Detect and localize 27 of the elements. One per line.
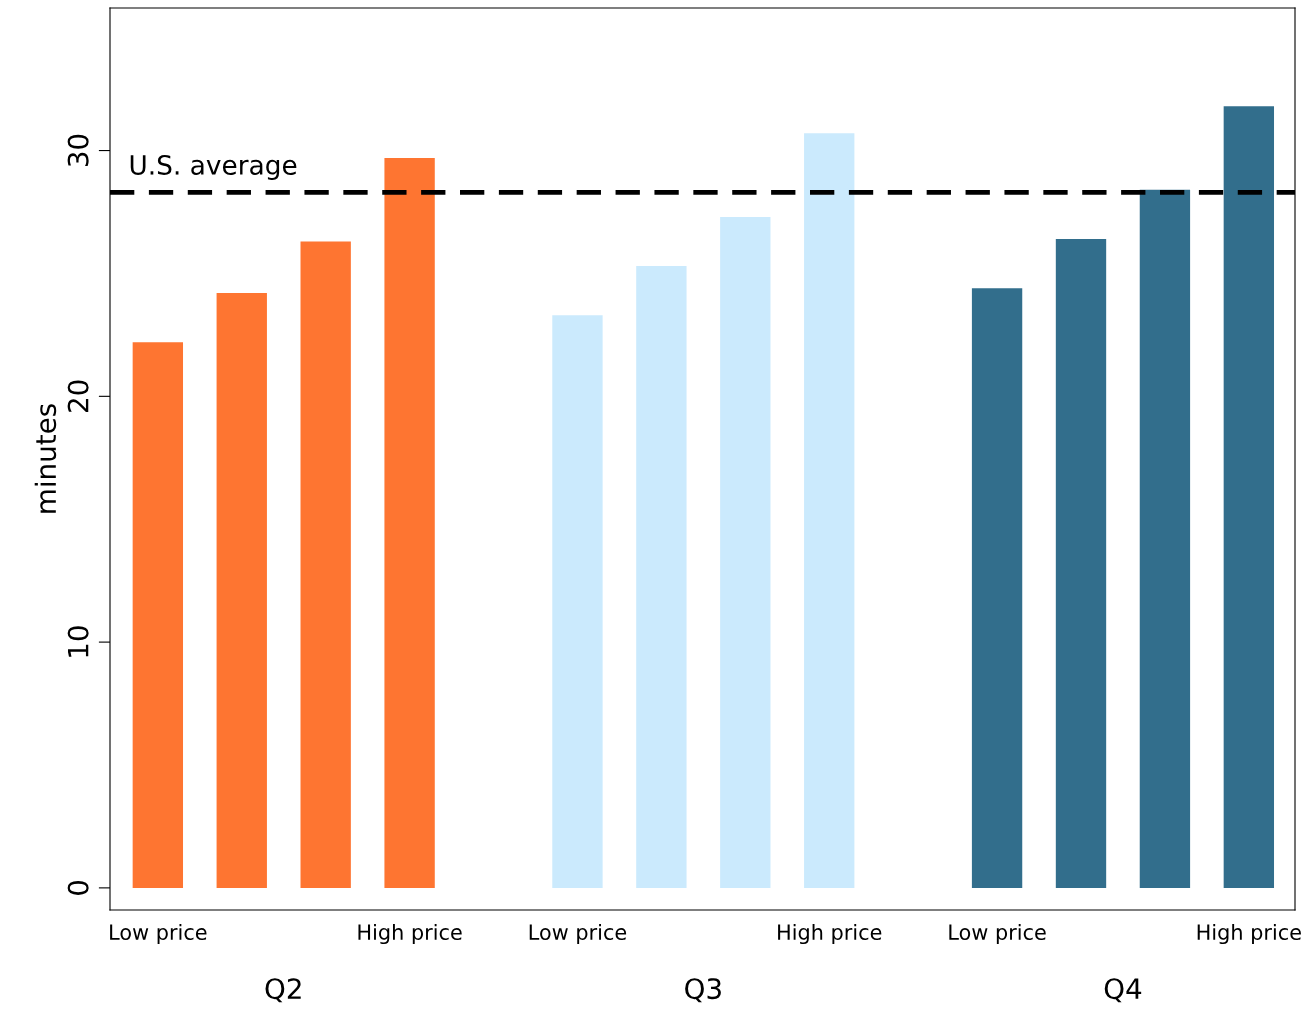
x-tick-label: High price (778, 923, 882, 945)
y-tick-label: 10 (67, 626, 89, 657)
text: Q4 (1104, 978, 1142, 1003)
y-axis-title: minutes (34, 404, 57, 513)
x-tick-label: High price (358, 923, 462, 945)
bar (300, 241, 351, 888)
bar (1139, 189, 1191, 888)
bar (804, 133, 855, 888)
bar (1223, 106, 1275, 888)
bar (216, 293, 267, 888)
bar (1055, 239, 1107, 888)
x-tick-label: High price (1197, 923, 1301, 945)
bar (971, 288, 1023, 888)
bar (384, 157, 435, 888)
bar (552, 315, 603, 888)
x-tick-label: Low price (110, 923, 207, 945)
text: Q2 (265, 978, 301, 1003)
y-tick-label: 0 (67, 880, 89, 895)
bar (132, 342, 184, 888)
x-tick-label: Low price (949, 923, 1046, 945)
text: Q3 (685, 978, 721, 1003)
x-tick-label: Low price (529, 923, 627, 945)
y-tick-label: 20 (67, 380, 89, 412)
bar (720, 216, 771, 888)
bar (636, 266, 687, 888)
y-tick-label: 30 (67, 134, 89, 167)
ref-line-label: U.S. average (130, 154, 297, 181)
